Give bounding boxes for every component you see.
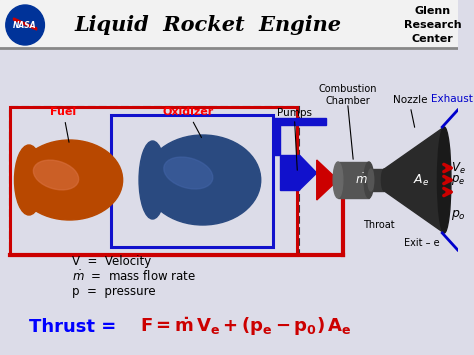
Ellipse shape [333, 162, 343, 198]
Text: Fuel: Fuel [50, 107, 76, 142]
Text: Liquid  Rocket  Engine: Liquid Rocket Engine [74, 15, 341, 35]
Text: $p_o$: $p_o$ [451, 208, 466, 222]
FancyArrowPatch shape [444, 176, 451, 184]
Ellipse shape [164, 157, 213, 189]
Text: $\dot{m}$: $\dot{m}$ [355, 173, 367, 187]
Polygon shape [14, 18, 36, 30]
Bar [280, 155, 300, 190]
Text: Exhaust: Exhaust [431, 94, 473, 104]
Polygon shape [300, 155, 317, 190]
Text: Pumps: Pumps [277, 108, 312, 118]
Text: Glenn
Research
Center: Glenn Research Center [404, 6, 461, 44]
Ellipse shape [382, 169, 387, 191]
Ellipse shape [17, 140, 123, 220]
Circle shape [6, 5, 45, 45]
Bar [273, 118, 327, 125]
Bar [273, 120, 280, 155]
FancyArrowPatch shape [444, 189, 451, 196]
Text: Oxidizer: Oxidizer [162, 107, 213, 137]
Ellipse shape [139, 141, 166, 219]
Bar [9, 107, 297, 255]
Text: Thrust =: Thrust = [29, 318, 116, 336]
Text: $A_e$: $A_e$ [413, 173, 429, 187]
Text: Nozzle: Nozzle [393, 95, 428, 105]
Bar [0, 48, 458, 355]
Text: $V_e$: $V_e$ [451, 160, 465, 176]
Bar [9, 107, 300, 255]
Text: V  =  Velocity: V = Velocity [73, 256, 152, 268]
Bar [111, 115, 273, 247]
Ellipse shape [33, 160, 79, 190]
Bar [338, 162, 369, 198]
Text: p  =  pressure: p = pressure [73, 285, 156, 299]
Ellipse shape [145, 135, 261, 225]
Bar [371, 169, 384, 191]
Ellipse shape [15, 145, 44, 215]
Text: $\dot{m}$  =  mass flow rate: $\dot{m}$ = mass flow rate [73, 270, 196, 284]
Text: $\mathbf{F = \dot{m}\,V_e + (p_e - p_0)\,A_e}$: $\mathbf{F = \dot{m}\,V_e + (p_e - p_0)\… [140, 316, 351, 338]
Text: Combustion
Chamber: Combustion Chamber [319, 84, 377, 106]
Ellipse shape [364, 162, 374, 198]
Text: NASA: NASA [13, 21, 37, 29]
Polygon shape [317, 160, 338, 200]
Ellipse shape [368, 169, 374, 191]
Polygon shape [384, 127, 444, 233]
Text: Throat: Throat [363, 220, 394, 230]
FancyArrowPatch shape [444, 164, 451, 171]
Ellipse shape [438, 127, 451, 233]
Text: Exit – e: Exit – e [404, 238, 440, 248]
Bar [0, 0, 458, 48]
Text: $p_e$: $p_e$ [451, 173, 465, 187]
